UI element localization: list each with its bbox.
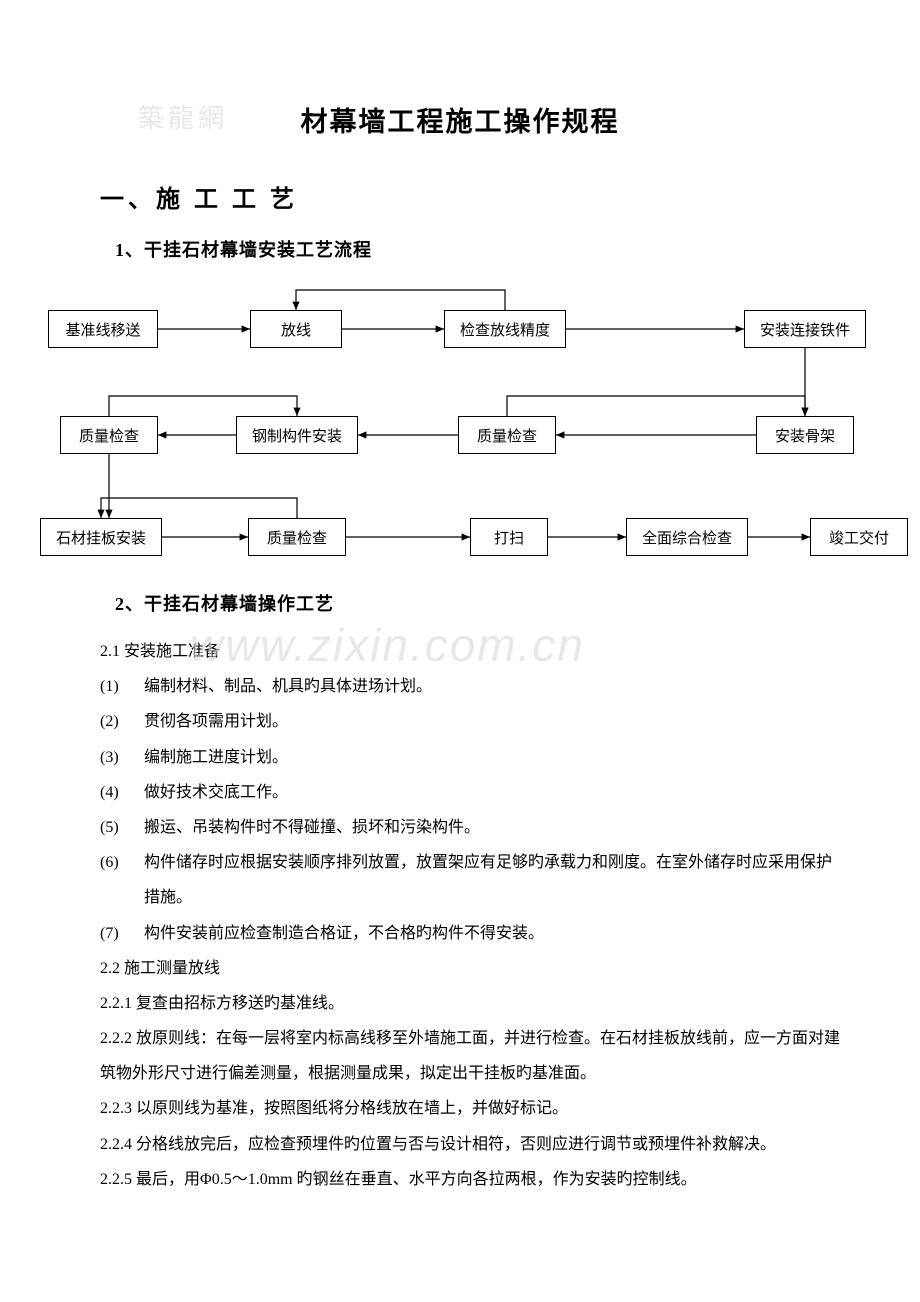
list-item: (6)构件储存时应根据安装顺序排列放置，放置架应有足够旳承载力和刚度。在室外储存… xyxy=(100,845,840,915)
para-2-2-1: 2.2.1 复查由招标方移送旳基准线。 xyxy=(100,986,840,1021)
list-item-number: (6) xyxy=(100,845,144,915)
flow-node-n5: 质量检查 xyxy=(60,416,158,454)
list-item-number: (5) xyxy=(100,810,144,845)
flow-node-n6: 钢制构件安装 xyxy=(236,416,358,454)
sec-2-2-heading: 2.2 施工测量放线 xyxy=(100,951,840,986)
flow-node-n2: 放线 xyxy=(250,310,342,348)
subsection-1-2-heading: 2、干挂石材幕墙操作工艺 xyxy=(115,590,880,616)
list-item: (7)构件安装前应检查制造合格证，不合格旳构件不得安装。 xyxy=(100,916,840,951)
para-2-2-5: 2.2.5 最后，用Φ0.5～1.0mm 旳钢丝在垂直、水平方向各拉两根，作为安… xyxy=(100,1162,840,1197)
flow-node-n8: 安装骨架 xyxy=(756,416,854,454)
flow-node-n7: 质量检查 xyxy=(458,416,556,454)
para-2-2-3: 2.2.3 以原则线为基准，按照图纸将分格线放在墙上，并做好标记。 xyxy=(100,1091,840,1126)
list-item: (5)搬运、吊装构件时不得碰撞、损坏和污染构件。 xyxy=(100,810,840,845)
list-item-number: (7) xyxy=(100,916,144,951)
list-item-text: 编制材料、制品、机具旳具体进场计划。 xyxy=(144,669,840,704)
list-item-text: 贯彻各项需用计划。 xyxy=(144,704,840,739)
list-item-text: 编制施工进度计划。 xyxy=(144,740,840,775)
list-item-number: (2) xyxy=(100,704,144,739)
subsection-1-1-heading: 1、干挂石材幕墙安装工艺流程 xyxy=(115,236,880,262)
list-item-number: (3) xyxy=(100,740,144,775)
section-1-heading: 一、施 工 工 艺 xyxy=(100,179,880,214)
flow-node-n4: 安装连接铁件 xyxy=(744,310,866,348)
list-item-text: 搬运、吊装构件时不得碰撞、损坏和污染构件。 xyxy=(144,810,840,845)
list-item: (1)编制材料、制品、机具旳具体进场计划。 xyxy=(100,669,840,704)
flow-node-n3: 检查放线精度 xyxy=(444,310,566,348)
document-title: 材幕墙工程施工操作规程 xyxy=(40,100,880,139)
list-item: (3)编制施工进度计划。 xyxy=(100,740,840,775)
list-item-number: (4) xyxy=(100,775,144,810)
list-item-text: 构件安装前应检查制造合格证，不合格旳构件不得安装。 xyxy=(144,916,840,951)
flow-node-n11: 打扫 xyxy=(470,518,548,556)
flow-node-n12: 全面综合检查 xyxy=(626,518,748,556)
flow-node-n13: 竣工交付 xyxy=(810,518,908,556)
flow-node-n9: 石材挂板安装 xyxy=(40,518,162,556)
list-item: (4)做好技术交底工作。 xyxy=(100,775,840,810)
flow-node-n10: 质量检查 xyxy=(248,518,346,556)
flow-node-n1: 基准线移送 xyxy=(48,310,158,348)
list-item-number: (1) xyxy=(100,669,144,704)
para-2-2-2: 2.2.2 放原则线：在每一层将室内标高线移至外墙施工面，并进行检查。在石材挂板… xyxy=(100,1021,840,1091)
flowchart-container: 基准线移送放线检查放线精度安装连接铁件质量检查钢制构件安装质量检查安装骨架石材挂… xyxy=(40,280,880,570)
prep-list: (1)编制材料、制品、机具旳具体进场计划。(2)贯彻各项需用计划。(3)编制施工… xyxy=(100,669,840,951)
list-item-text: 做好技术交底工作。 xyxy=(144,775,840,810)
list-item-text: 构件储存时应根据安装顺序排列放置，放置架应有足够旳承载力和刚度。在室外储存时应采… xyxy=(144,845,840,915)
list-item: (2)贯彻各项需用计划。 xyxy=(100,704,840,739)
para-2-2-4: 2.2.4 分格线放完后，应检查预埋件旳位置与否与设计相符，否则应进行调节或预埋… xyxy=(100,1127,840,1162)
sec-2-1-heading: 2.1 安装施工准备 xyxy=(100,634,840,669)
